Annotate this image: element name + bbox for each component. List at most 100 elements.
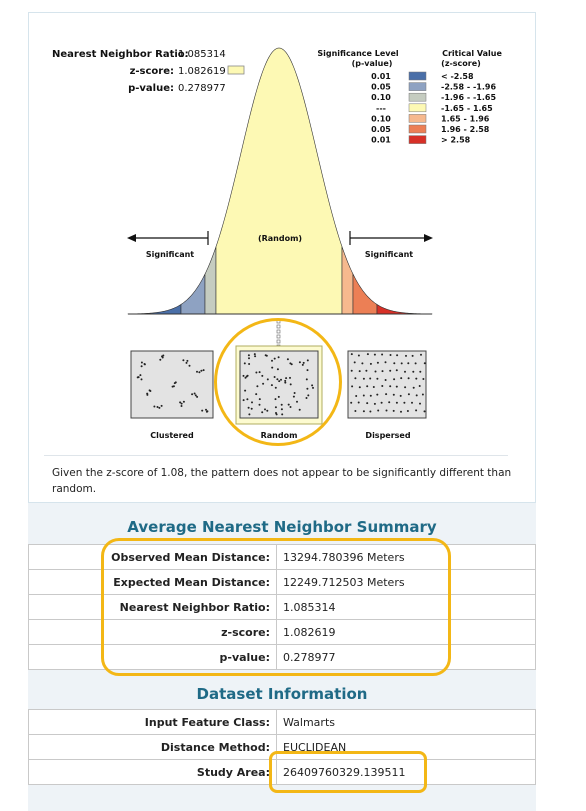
pattern-dot bbox=[396, 354, 399, 357]
pattern-dot bbox=[180, 402, 183, 405]
legend-swatch bbox=[408, 82, 427, 91]
pattern-dot bbox=[358, 370, 361, 373]
pattern-dot bbox=[350, 353, 353, 356]
pattern-dot bbox=[159, 358, 162, 361]
row-value: 12249.712503 Meters bbox=[276, 569, 536, 595]
left-arrow bbox=[127, 231, 209, 245]
legend-zrange: 1.65 - 1.96 bbox=[441, 114, 490, 123]
table-row: Input Feature Class: Walmarts bbox=[28, 709, 536, 735]
pattern-dot bbox=[369, 377, 372, 380]
divider bbox=[44, 455, 508, 456]
pattern-dot bbox=[392, 409, 395, 412]
legend-zrange: > 2.58 bbox=[441, 136, 471, 145]
pattern-dot bbox=[407, 377, 410, 380]
pattern-dot bbox=[146, 392, 149, 395]
pattern-dot bbox=[153, 405, 156, 408]
pattern-dot bbox=[351, 385, 354, 388]
pattern-dot bbox=[357, 354, 360, 357]
pattern-dot bbox=[362, 394, 365, 397]
study-area-highlight-box bbox=[269, 751, 427, 793]
pattern-dot bbox=[412, 370, 415, 373]
pattern-dot bbox=[381, 370, 384, 373]
pattern-dot bbox=[200, 369, 203, 372]
pattern-dot bbox=[136, 376, 139, 379]
summary-title: Average Nearest Neighbor Summary bbox=[127, 518, 437, 536]
pattern-dot bbox=[174, 381, 177, 384]
row-label: Input Feature Class: bbox=[28, 709, 277, 735]
pattern-dot bbox=[366, 385, 369, 388]
pattern-dot bbox=[140, 361, 143, 364]
pattern-dot bbox=[202, 369, 205, 372]
legend-pvalue: 0.05 bbox=[371, 125, 391, 134]
pattern-dot bbox=[374, 370, 377, 373]
dispersed-label: Dispersed bbox=[365, 431, 410, 440]
pattern-dot bbox=[411, 401, 413, 404]
legend-swatch bbox=[408, 103, 427, 113]
pattern-dot bbox=[393, 378, 396, 381]
pattern-dot bbox=[389, 354, 392, 356]
legend-swatch bbox=[408, 71, 427, 81]
pattern-dot bbox=[355, 395, 358, 397]
pattern-dot bbox=[369, 410, 372, 413]
pattern-dot bbox=[422, 378, 425, 380]
pattern-dot bbox=[381, 353, 384, 356]
table-row: p-value: 0.278977 bbox=[28, 644, 536, 670]
pattern-dot bbox=[384, 379, 387, 381]
legend-zrange: 1.96 - 2.58 bbox=[441, 125, 490, 134]
pattern-dot bbox=[366, 402, 369, 405]
pattern-dot bbox=[389, 369, 392, 372]
pattern-dot bbox=[395, 369, 398, 372]
pattern-dot bbox=[399, 394, 402, 397]
legend-pvalue: --- bbox=[376, 104, 386, 113]
pattern-dot bbox=[411, 354, 414, 357]
pattern-dot bbox=[395, 385, 398, 388]
pattern-dot bbox=[388, 401, 391, 404]
pattern-dot bbox=[161, 355, 163, 358]
legend-sig-title: Significance Level bbox=[317, 49, 399, 58]
dataset-title: Dataset Information bbox=[196, 685, 368, 703]
legend-sig-subtitle: (p-value) bbox=[352, 59, 393, 68]
pattern-dot bbox=[201, 409, 204, 412]
clustered-label: Clustered bbox=[150, 431, 194, 440]
row-value: 0.278977 bbox=[276, 644, 536, 670]
nn-ratio-label: Nearest Neighbor Ratio: bbox=[52, 49, 189, 60]
nn-ratio-value: 1.085314 bbox=[178, 49, 226, 60]
pattern-dot bbox=[369, 362, 372, 365]
pattern-dot bbox=[194, 394, 197, 397]
table-row: Nearest Neighbor Ratio: 1.085314 bbox=[28, 594, 536, 620]
pattern-dot bbox=[365, 369, 368, 372]
legend-zrange: < -2.58 bbox=[441, 72, 474, 81]
row-label: Nearest Neighbor Ratio: bbox=[28, 594, 277, 620]
pattern-dot bbox=[193, 392, 196, 395]
pattern-dot bbox=[380, 401, 383, 404]
pattern-dot bbox=[395, 401, 398, 404]
row-value: 26409760329.139511 bbox=[276, 759, 536, 785]
pattern-dot bbox=[156, 406, 159, 408]
table-row: Expected Mean Distance: 12249.712503 Mete… bbox=[28, 569, 536, 595]
curve-region-pos-1.96 bbox=[352, 273, 378, 315]
legend-pvalue: 0.10 bbox=[371, 114, 391, 123]
pattern-dot bbox=[140, 365, 143, 368]
pattern-dot bbox=[185, 361, 188, 364]
pattern-dot bbox=[404, 386, 407, 389]
legend-swatch bbox=[408, 135, 427, 144]
legend-crit-subtitle: (z-score) bbox=[441, 59, 481, 68]
dispersed-pattern-box bbox=[347, 350, 427, 419]
pattern-dot bbox=[369, 394, 372, 397]
pattern-dot bbox=[372, 386, 375, 388]
summary-highlight-box bbox=[101, 538, 451, 676]
curve-region-random bbox=[215, 47, 343, 315]
legend-zrange: -2.58 - -1.96 bbox=[441, 83, 496, 92]
legend-swatch bbox=[408, 124, 427, 134]
random-highlight-circle bbox=[214, 318, 342, 446]
legend-swatch bbox=[408, 114, 427, 123]
pattern-dot bbox=[373, 353, 376, 356]
pattern-dot bbox=[400, 362, 403, 365]
pattern-dot bbox=[186, 359, 189, 362]
curve-region-neg-2.58 bbox=[127, 303, 182, 315]
curve-region-neg-1.65 bbox=[204, 246, 217, 315]
curve-region-pos-1.65 bbox=[341, 246, 354, 315]
pattern-dot bbox=[376, 393, 379, 396]
pattern-dot bbox=[366, 353, 369, 356]
zscore-value: 1.082619 bbox=[178, 66, 226, 77]
